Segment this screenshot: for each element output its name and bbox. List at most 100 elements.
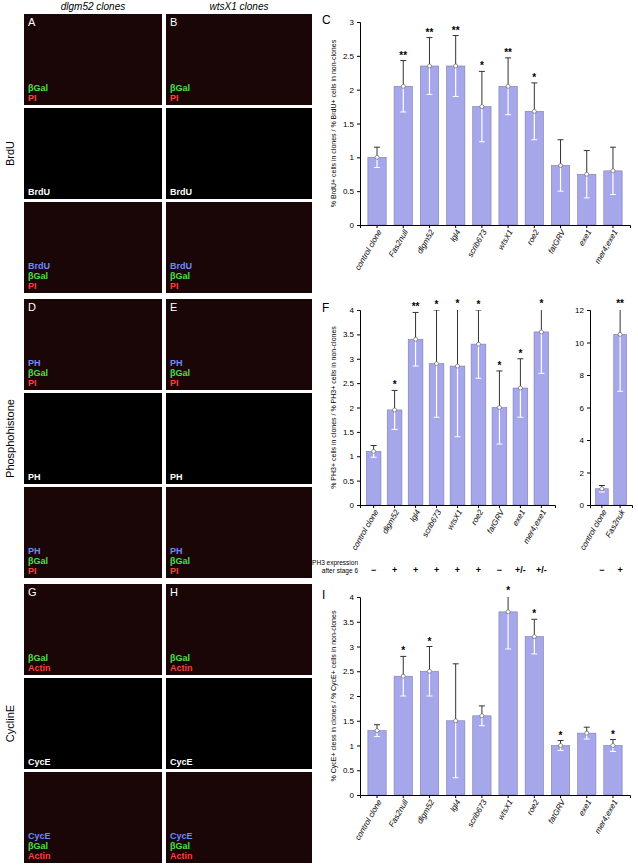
plot-area (366, 310, 548, 505)
y-tick: 2.5 (343, 667, 360, 676)
error-bar-lower (499, 408, 500, 445)
error-bar-cap (479, 705, 485, 706)
x-tick-mark (481, 225, 482, 228)
y-axis: 00.511.522.533.54 (343, 593, 361, 800)
channel-label: βGal (170, 368, 190, 378)
y-tick-label: 3 (350, 355, 355, 364)
channel-label: Actin (170, 851, 193, 861)
y-tick-label: 2 (580, 469, 585, 478)
error-bar-upper (586, 151, 587, 175)
x-tick: lgl4 (448, 225, 462, 243)
x-tick: dlgm52 (380, 505, 401, 535)
significance: * (532, 72, 536, 83)
y-tick-mark (357, 481, 360, 482)
row-value: + (434, 565, 439, 575)
channel-label: PI (170, 281, 179, 291)
error-bar-cap (610, 194, 616, 195)
y-tick: 0 (350, 501, 360, 510)
x-tick: wtsX1 (496, 795, 515, 821)
y-tick: 0 (580, 501, 590, 510)
micrograph (166, 584, 312, 675)
y-tick-label: 2 (350, 404, 355, 413)
error-bar-lower (481, 107, 482, 142)
x-tick-mark (373, 505, 374, 508)
y-tick: 0.5 (343, 187, 360, 196)
x-tick-label: lgl4 (448, 798, 462, 814)
error-bar (599, 486, 605, 493)
x-tick-label: scrib673 (420, 508, 443, 539)
channel-label: PI (170, 93, 179, 103)
value-dot (506, 84, 510, 88)
error-bar (617, 310, 623, 391)
error-bar-lower (394, 410, 395, 430)
y-axis: 024681012 (575, 306, 590, 510)
x-tick-label: Fas2nuk (604, 507, 628, 539)
x-tick-mark (586, 225, 587, 228)
error-bar-cap (479, 141, 485, 142)
x-tick-label: fatGRV (485, 508, 506, 536)
value-dot (585, 172, 589, 176)
y-tick-mark (357, 622, 360, 623)
image-panel: PHβGalPIPHPHβGalPID (24, 299, 162, 578)
error-bar-upper (481, 71, 482, 106)
y-tick-mark (357, 334, 360, 335)
value-dot (611, 744, 615, 748)
value-dot (611, 169, 615, 173)
y-tick-mark (357, 505, 360, 506)
error-bar-cap (599, 492, 605, 493)
y-tick-mark (357, 746, 360, 747)
bar (450, 366, 465, 505)
x-tick-mark (560, 795, 561, 798)
error-bar-lower (478, 344, 479, 378)
value-dot (480, 105, 484, 109)
error-bar-lower (403, 676, 404, 696)
channel-label: βGal (28, 83, 48, 93)
y-tick: 0 (350, 791, 360, 800)
y-axis-line (587, 311, 591, 506)
row-value: − (497, 565, 502, 575)
row-value: +/- (515, 565, 526, 575)
channel-label: PI (28, 281, 37, 291)
x-tick-label: control clone (353, 228, 384, 272)
x-tick-label: Fas2null (387, 228, 410, 259)
error-bar-cap (475, 378, 481, 379)
x-tick: fatGRV (546, 795, 567, 825)
error-bar-upper (499, 371, 500, 408)
panel-letter: H (170, 586, 178, 598)
y-axis: 00.511.522.53 (343, 18, 361, 230)
error-bar-lower (429, 66, 430, 94)
channel-label: βGal (170, 653, 190, 663)
error-bar (531, 83, 537, 140)
error-bar (453, 664, 459, 778)
channel-label: BrdU (28, 261, 50, 271)
significance: ** (616, 298, 624, 309)
x-tick-mark (457, 505, 458, 508)
y-tick-label: 1 (350, 742, 355, 751)
value-dot (454, 719, 458, 723)
y-tick: 1.5 (343, 428, 360, 437)
error-bar-lower (415, 339, 416, 366)
x-tick-mark (499, 505, 500, 508)
figure: dlgm52 cloneswtsX1 clonesBrdUPhosphohist… (0, 0, 638, 867)
value-dot (559, 744, 563, 748)
x-axis-line (361, 796, 631, 799)
y-tick: 1.5 (343, 717, 360, 726)
x-tick-label: lgl4 (408, 508, 422, 524)
column-title: dlgm52 clones (61, 1, 125, 12)
x-tick-label: lgl4 (448, 228, 462, 244)
x-tick-mark (377, 225, 378, 228)
column-title: wtsX1 clones (210, 1, 269, 12)
y-tick-label: 2.5 (343, 667, 355, 676)
y-tick-label: 6 (580, 404, 585, 413)
panel-letter: I (322, 588, 325, 602)
error-bar-upper (436, 310, 437, 364)
error-bar-upper (394, 390, 395, 410)
y-tick-label: 12 (575, 306, 584, 315)
error-bar-cap (610, 147, 616, 148)
bar (499, 86, 517, 225)
error-bar-cap (426, 94, 432, 95)
bar (578, 733, 596, 795)
channel-label: βGal (28, 271, 48, 281)
channel-label: PI (28, 566, 37, 576)
bar (473, 107, 491, 225)
